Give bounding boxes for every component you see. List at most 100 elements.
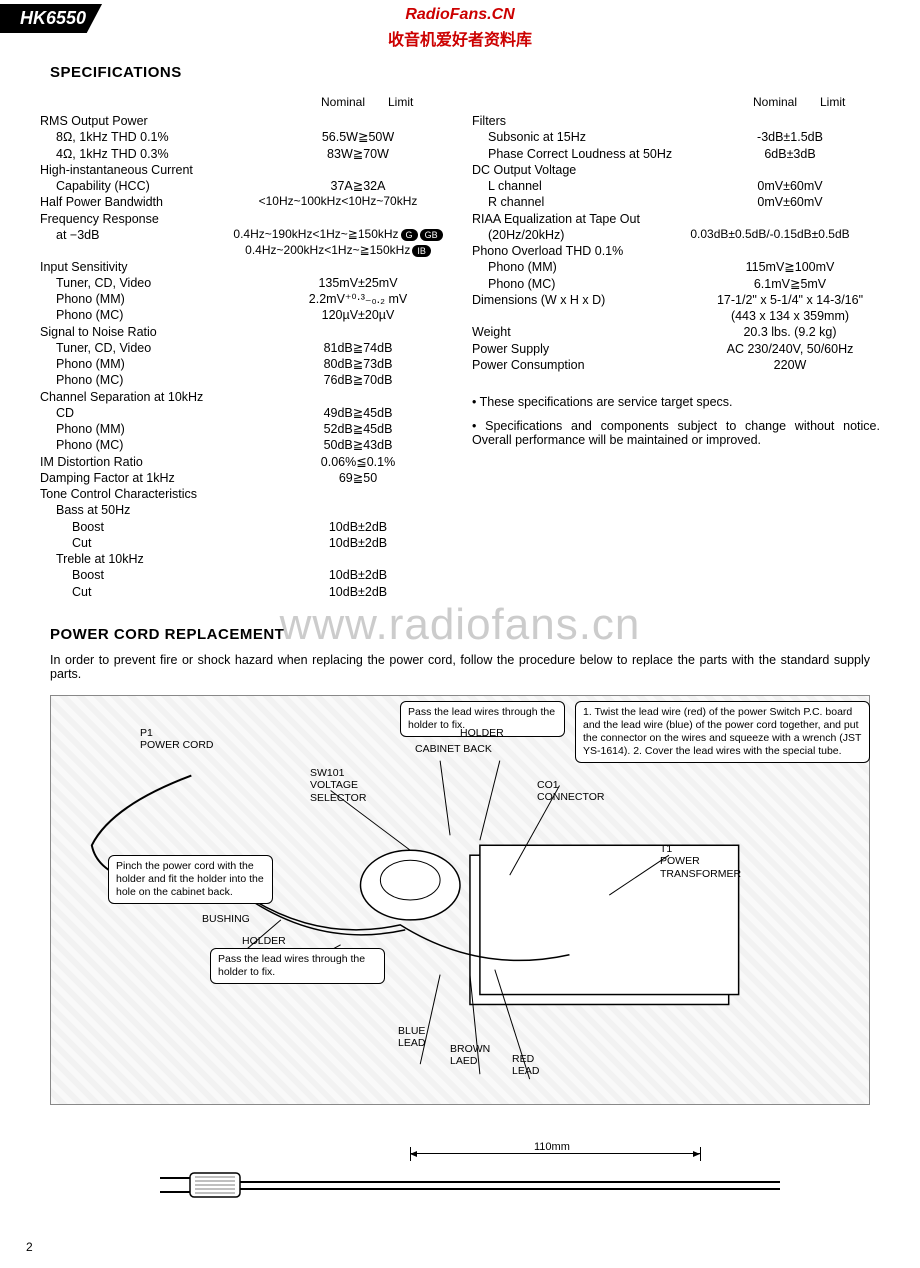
spec-value (268, 486, 448, 502)
spec-value: 2.2mV⁺⁰·³₋₀.₂ mV (268, 291, 448, 307)
note-1: These specifications are service target … (472, 395, 880, 409)
spec-row: Cut10dB±2dB (40, 584, 448, 600)
spec-label: RMS Output Power (40, 113, 268, 129)
spec-row: Bass at 50Hz (40, 502, 448, 518)
spec-value: 6dB±3dB (700, 146, 880, 162)
spec-row: (20Hz/20kHz)0.03dB±0.5dB/-0.15dB±0.5dB (472, 227, 880, 243)
spec-row: Half Power Bandwidth<10Hz~100kHz<10Hz~70… (40, 194, 448, 210)
spec-value: 120µV±20µV (268, 307, 448, 323)
spec-row: IM Distortion Ratio0.06%≦0.1% (40, 454, 448, 470)
spec-label: Capability (HCC) (40, 178, 268, 194)
spec-label: Tone Control Characteristics (40, 486, 268, 502)
spec-label: Half Power Bandwidth (40, 194, 228, 210)
spec-value: 83W≧70W (268, 146, 448, 162)
spec-row: L channel0mV±60mV (472, 178, 880, 194)
spec-row: Phono Overload THD 0.1% (472, 243, 880, 259)
spec-label: 8Ω, 1kHz THD 0.1% (40, 129, 268, 145)
spec-row: CD49dB≧45dB (40, 405, 448, 421)
spec-label: L channel (472, 178, 700, 194)
label-p1: P1 POWER CORD (140, 727, 214, 752)
page-number: 2 (26, 1240, 33, 1254)
spec-label: Weight (472, 324, 700, 340)
label-blue-lead: BLUE LEAD (398, 1025, 425, 1050)
label-holder-2: HOLDER (242, 935, 286, 948)
spec-label: High-instantaneous Current (40, 162, 268, 178)
label-brown-lead: BROWN LAED (450, 1043, 490, 1068)
spec-row: Weight20.3 lbs. (9.2 kg) (472, 324, 880, 340)
spec-value: 115mV≧100mV (700, 259, 880, 275)
spec-header: Nominal Limit (40, 95, 448, 109)
spec-value (268, 389, 448, 405)
spec-value: 6.1mV≧5mV (700, 276, 880, 292)
spec-value: 76dB≧70dB (268, 372, 448, 388)
spec-value: 10dB±2dB (268, 535, 448, 551)
spec-label (40, 243, 228, 259)
spec-label: Phono Overload THD 0.1% (472, 243, 700, 259)
callout-pinch: Pinch the power cord with the holder and… (108, 855, 273, 904)
label-red-lead: RED LEAD (512, 1053, 539, 1078)
spec-row: Phono (MM)115mV≧100mV (472, 259, 880, 275)
spec-row: Phono (MM)80dB≧73dB (40, 356, 448, 372)
label-bushing: BUSHING (202, 913, 250, 926)
spec-value (268, 113, 448, 129)
spec-row: Tuner, CD, Video81dB≧74dB (40, 340, 448, 356)
spec-value: 20.3 lbs. (9.2 kg) (700, 324, 880, 340)
spec-column-right: Nominal Limit FiltersSubsonic at 15Hz-3d… (472, 95, 880, 600)
spec-label: (20Hz/20kHz) (472, 227, 660, 243)
spec-label (472, 308, 700, 324)
spec-value: 0mV±60mV (700, 178, 880, 194)
spec-value (268, 324, 448, 340)
spec-value (700, 162, 880, 178)
spec-row: Dimensions (W x H x D)17-1/2" x 5-1/4" x… (472, 292, 880, 308)
spec-value: 49dB≧45dB (268, 405, 448, 421)
spec-value: 0mV±60mV (700, 194, 880, 210)
label-sw101: SW101 VOLTAGE SELECTOR (310, 767, 366, 805)
spec-label: Phono (MM) (472, 259, 700, 275)
spec-label: Boost (40, 519, 268, 535)
spec-row: Filters (472, 113, 880, 129)
spec-row: Capability (HCC)37A≧32A (40, 178, 448, 194)
plug-icon (160, 1167, 250, 1203)
note-2: Specifications and components subject to… (472, 419, 880, 447)
spec-value: 0.4Hz~190kHz<1Hz~≧150kHzGGB (228, 227, 448, 243)
callout-holder-bottom: Pass the lead wires through the holder t… (210, 948, 385, 984)
spec-value: 135mV±25mV (268, 275, 448, 291)
spec-row: Treble at 10kHz (40, 551, 448, 567)
col-limit: Limit (388, 95, 448, 109)
spec-value: AC 230/240V, 50/60Hz (700, 341, 880, 357)
spec-value: -3dB±1.5dB (700, 129, 880, 145)
spec-value: 17-1/2" x 5-1/4" x 14-3/16" (700, 292, 880, 308)
spec-value: 220W (700, 357, 880, 373)
spec-label: Frequency Response (40, 211, 268, 227)
spec-value: 37A≧32A (268, 178, 448, 194)
cord-length-label: 110mm (530, 1141, 574, 1153)
spec-row: Damping Factor at 1kHz69≧50 (40, 470, 448, 486)
spec-row: DC Output Voltage (472, 162, 880, 178)
region-pill: G (401, 229, 418, 241)
spec-row: Boost10dB±2dB (40, 519, 448, 535)
spec-row: Channel Separation at 10kHz (40, 389, 448, 405)
spec-value (268, 211, 448, 227)
spec-row: RIAA Equalization at Tape Out (472, 211, 880, 227)
spec-row: RMS Output Power (40, 113, 448, 129)
label-cabinet-back: CABINET BACK (415, 743, 492, 756)
spec-label: CD (40, 405, 268, 421)
spec-label: Input Sensitivity (40, 259, 268, 275)
spec-label: Tuner, CD, Video (40, 340, 268, 356)
spec-label: Phono (MC) (472, 276, 700, 292)
label-co1: CO1 CONNECTOR (537, 779, 604, 804)
spec-value: 10dB±2dB (268, 519, 448, 535)
spec-label: Boost (40, 567, 268, 583)
spec-label: Phono (MM) (40, 356, 268, 372)
spec-value (700, 113, 880, 129)
spec-value (268, 259, 448, 275)
watermark-header: RadioFans.CN 收音机爱好者资料库 (0, 6, 920, 50)
spec-label: Filters (472, 113, 700, 129)
spec-label: Phase Correct Loudness at 50Hz (472, 146, 700, 162)
spec-row: Boost10dB±2dB (40, 567, 448, 583)
spec-value (700, 243, 880, 259)
spec-row: 4Ω, 1kHz THD 0.3%83W≧70W (40, 146, 448, 162)
spec-value: 0.06%≦0.1% (268, 454, 448, 470)
spec-label: Signal to Noise Ratio (40, 324, 268, 340)
spec-row: Phono (MM)2.2mV⁺⁰·³₋₀.₂ mV (40, 291, 448, 307)
